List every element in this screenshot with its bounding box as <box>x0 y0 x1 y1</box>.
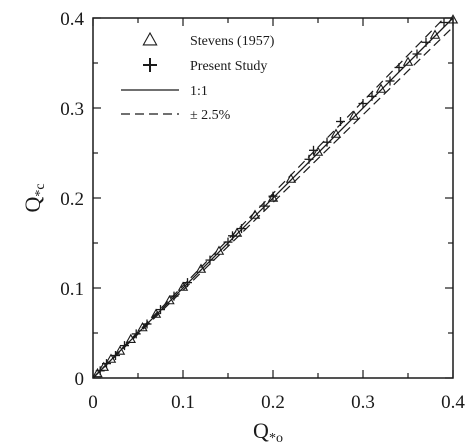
stevens-point <box>285 173 297 183</box>
present-study-point <box>304 154 314 164</box>
y-tick-label: 0.3 <box>60 99 84 120</box>
legend-label: 1:1 <box>190 84 208 99</box>
x-tick-label: 0.2 <box>261 392 285 413</box>
data-points <box>92 14 459 378</box>
stevens-point <box>267 192 279 202</box>
stevens-point <box>105 353 117 363</box>
x-axis-title: Q*o <box>253 418 283 446</box>
axis-ticks <box>92 17 454 379</box>
present-study-point <box>385 76 395 86</box>
present-study-point <box>131 329 141 339</box>
present-study-point <box>259 201 269 211</box>
stevens-point <box>114 345 126 355</box>
present-study-point <box>336 117 345 126</box>
present-study-point <box>228 231 237 241</box>
stevens-point <box>249 209 261 219</box>
stevens-point <box>164 294 175 305</box>
stevens-point <box>213 245 225 255</box>
y-tick-label: 0.1 <box>60 279 84 300</box>
present-study-point <box>111 351 120 360</box>
present-study-point <box>156 305 165 315</box>
stevens-point <box>330 128 342 138</box>
present-study-point <box>322 137 332 147</box>
present-study-point <box>223 237 233 247</box>
legend-label: Stevens (1957) <box>190 34 275 49</box>
present-study-point <box>358 99 368 108</box>
stevens-point <box>375 83 387 93</box>
legend-label: ± 2.5% <box>190 108 231 123</box>
legend-triangle-icon <box>142 31 158 46</box>
stevens-point <box>402 56 414 66</box>
present-study-point <box>205 255 215 265</box>
stevens-point <box>195 263 207 273</box>
x-tick-label: 0.1 <box>171 392 195 413</box>
present-study-point <box>120 341 129 351</box>
stevens-point <box>150 308 162 318</box>
present-study-point <box>237 224 246 234</box>
legend: Stevens (1957) Present Study 1:1 ± 2.5% <box>121 31 275 123</box>
stevens-point <box>447 14 459 24</box>
present-study-point <box>102 359 111 369</box>
x-tick-label: 0.4 <box>441 392 465 413</box>
stevens-point <box>429 29 441 39</box>
stevens-point <box>177 281 189 291</box>
present-study-point <box>421 37 431 47</box>
legend-label: Present Study <box>190 59 267 74</box>
stevens-point <box>231 227 243 237</box>
x-tick-label: 0.3 <box>351 392 375 413</box>
present-study-point <box>309 145 318 155</box>
x-tick-label: 0 <box>88 392 98 413</box>
stevens-point <box>348 110 360 120</box>
y-tick-label: 0.2 <box>60 189 84 210</box>
y-tick-label: 0 <box>75 369 85 390</box>
present-study-point <box>412 49 422 59</box>
present-study-point <box>367 91 377 101</box>
present-study-point <box>142 319 152 329</box>
legend-plus-icon <box>143 58 157 72</box>
present-study-point <box>394 63 404 72</box>
present-study-point <box>95 366 105 376</box>
y-tick-label: 0.4 <box>60 9 84 30</box>
present-study-point <box>439 18 449 27</box>
present-study-point <box>183 278 192 288</box>
stevens-point <box>125 333 137 344</box>
axis-tick-labels: 0 0.1 0.2 0.3 0.4 0 0.1 0.2 0.3 0.4 <box>60 9 465 413</box>
present-study-point <box>268 191 278 201</box>
stevens-point <box>312 146 324 156</box>
y-axis-title: Q*c <box>20 183 48 212</box>
present-study-point <box>169 291 179 301</box>
stevens-point <box>137 321 148 332</box>
